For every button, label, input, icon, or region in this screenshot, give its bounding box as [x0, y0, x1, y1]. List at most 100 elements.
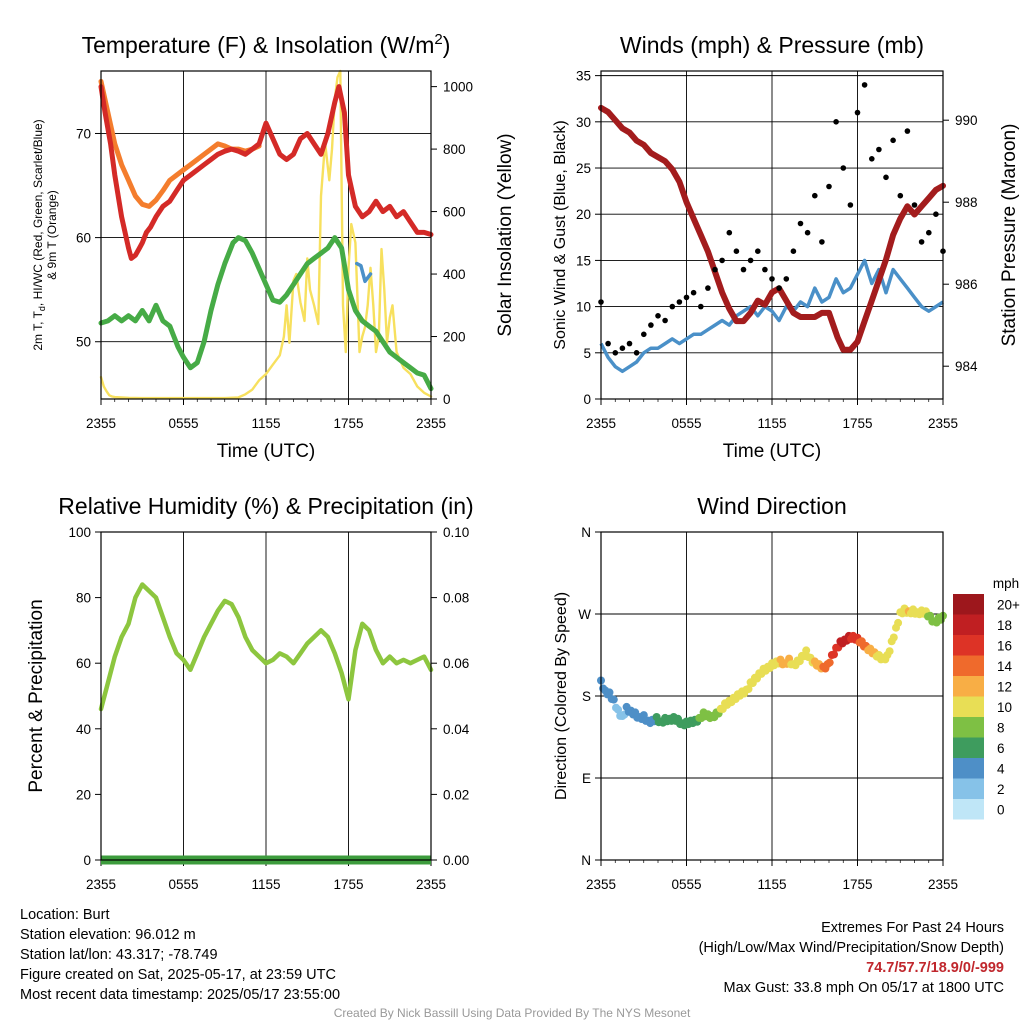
temp-chart-ytick-right-label: 800: [443, 142, 466, 157]
wind-chart-ytick-label: 10: [576, 300, 591, 315]
rh-chart-ytick-right-label: 0.10: [443, 525, 469, 540]
direction-point: [889, 633, 898, 642]
rh-chart-ytick-right-label: 0.08: [443, 591, 469, 606]
colorbar-swatch: [953, 758, 984, 779]
series-station-pressure: [598, 104, 946, 353]
colorbar-title: mph: [993, 576, 1019, 591]
temp-chart-ytick-right-label: 600: [443, 205, 466, 220]
rh-chart-ytick-label: 0: [83, 853, 91, 868]
gust-point: [776, 285, 782, 291]
direction-chart: 2355 0555 1155 1755 2355 Wind Direction Direct…: [553, 493, 958, 892]
colorbar-label: 12: [997, 679, 1012, 694]
gust-point: [669, 303, 676, 310]
gust-point: [847, 202, 854, 208]
gust-point: [883, 174, 889, 181]
rh-chart-ytick-right-label: 0.02: [443, 787, 469, 802]
colorbar-swatch: [953, 799, 984, 820]
direction-point: [614, 705, 623, 714]
gust-point: [769, 276, 775, 282]
temp-chart-ytick-right-label: 0: [443, 392, 451, 407]
figure-created: Figure created on Sat, 2025-05-17, at 23…: [20, 967, 336, 983]
colorbar-label: 18: [997, 618, 1012, 633]
wind-chart-title: Winds (mph) & Pressure (mb): [620, 32, 924, 58]
temp-chart-ylabel-b: , HI/WC (Red, Green, Scarlet/Blue): [31, 119, 45, 306]
gust-point: [648, 322, 654, 328]
series-solar-insolation: [99, 69, 433, 400]
direction-point: [894, 618, 903, 627]
gust-point: [876, 146, 882, 153]
series-hi-wc: [355, 261, 373, 284]
rh-chart-xtick-label: 1755: [333, 877, 363, 892]
rh-chart-ylabel: Percent & Precipitation: [26, 599, 47, 792]
gust-point: [804, 229, 811, 236]
colorbar-label: 6: [997, 741, 1005, 756]
gust-point: [897, 192, 904, 199]
gust-point: [740, 266, 747, 273]
wind-chart-ytick-right-label: 984: [955, 359, 978, 374]
series-sonic-wind: [599, 258, 944, 374]
series-2m-t: [98, 84, 434, 261]
temp-chart-ylabel-sub: d: [37, 306, 47, 311]
colorbar-swatch: [953, 614, 984, 635]
gust-point: [676, 299, 683, 305]
temp-chart-ytick-label: 60: [76, 231, 91, 246]
temp-chart-xtick-label: 1755: [333, 416, 363, 431]
temp-chart-ytick-right-label: 1000: [443, 80, 473, 95]
gust-point: [890, 137, 896, 144]
wind-chart-ytick-right-label: 990: [955, 113, 978, 128]
gust-point: [797, 220, 804, 227]
temp-chart-ytick-right-label: 200: [443, 330, 466, 345]
gust-point: [918, 239, 925, 245]
gust-point: [755, 248, 761, 254]
colorbar-label: 0: [997, 802, 1005, 817]
temp-chart-ylabel: 2m T, Td, HI/WC (Red, Green, Scarlet/Blu…: [31, 119, 47, 350]
colorbar-label: 8: [997, 720, 1005, 735]
rh-chart-ytick-label: 20: [76, 787, 91, 802]
temp-chart-ylabel-right: Solar Insolation (Yellow): [495, 133, 516, 336]
gust-point: [619, 345, 626, 352]
gust-point: [933, 211, 939, 217]
rh-chart-ytick-label: 80: [76, 591, 91, 606]
gust-point: [911, 202, 918, 208]
direction-point: [825, 658, 834, 667]
gust-point: [633, 350, 640, 356]
gust-point: [719, 257, 725, 264]
wind-chart-xtick-label: 0555: [671, 416, 701, 431]
direction-point: [885, 647, 894, 656]
direction-chart-ytick-label: E: [582, 771, 591, 786]
extremes-legend: (High/Low/Max Wind/Precipitation/Snow De…: [698, 940, 1004, 956]
temp-chart-title-main: Temperature (F) & Insolation (W/m: [82, 32, 435, 58]
colorbar-swatch: [953, 635, 984, 656]
gust-point: [762, 266, 768, 273]
rh-chart-ytick-label: 60: [76, 656, 91, 671]
gust-point: [705, 285, 711, 291]
temp-chart-xlabel: Time (UTC): [217, 441, 316, 462]
rh-chart-ytick-label: 100: [68, 525, 91, 540]
recent-data-timestamp: Most recent data timestamp: 2025/05/17 2…: [20, 987, 341, 1003]
wind-chart: 2355 0555 1155 1755 2355 0 5 10 15 20 25 30 35 984 986…: [552, 32, 1020, 462]
extremes-panel: Extremes For Past 24 Hours (High/Low/Max…: [699, 918, 1004, 998]
direction-chart-xtick-label: 2355: [928, 877, 958, 892]
colorbar-swatch: [953, 778, 984, 799]
gust-point: [840, 165, 847, 171]
rh-chart-ytick-right-label: 0.06: [443, 656, 469, 671]
speed-colorbar: mph 20+ 18 16 14 12 10 8 6 4 2 0: [953, 576, 1020, 820]
colorbar-swatch: [953, 655, 984, 676]
temp-chart-title-end: ): [443, 32, 451, 58]
rh-chart-ytick-label: 40: [76, 722, 91, 737]
series-relative-humidity: [98, 582, 434, 712]
gust-point: [726, 229, 733, 236]
temp-chart-ytick-right-label: 400: [443, 267, 466, 282]
wind-chart-ylabel: Sonic Wind & Gust (Blue, Black): [552, 120, 569, 349]
wind-chart-xtick-label: 2355: [586, 416, 616, 431]
station-elevation: Station elevation: 96.012 m: [20, 927, 196, 943]
gust-point: [861, 82, 868, 88]
colorbar-swatch: [953, 717, 984, 738]
gust-point: [747, 257, 754, 264]
colorbar-label: 14: [997, 659, 1013, 674]
gust-point: [854, 109, 861, 116]
gust-point: [904, 128, 911, 134]
wind-chart-xlabel: Time (UTC): [723, 441, 822, 462]
gust-point: [690, 289, 697, 296]
temp-chart-ytick-label: 50: [76, 335, 91, 350]
